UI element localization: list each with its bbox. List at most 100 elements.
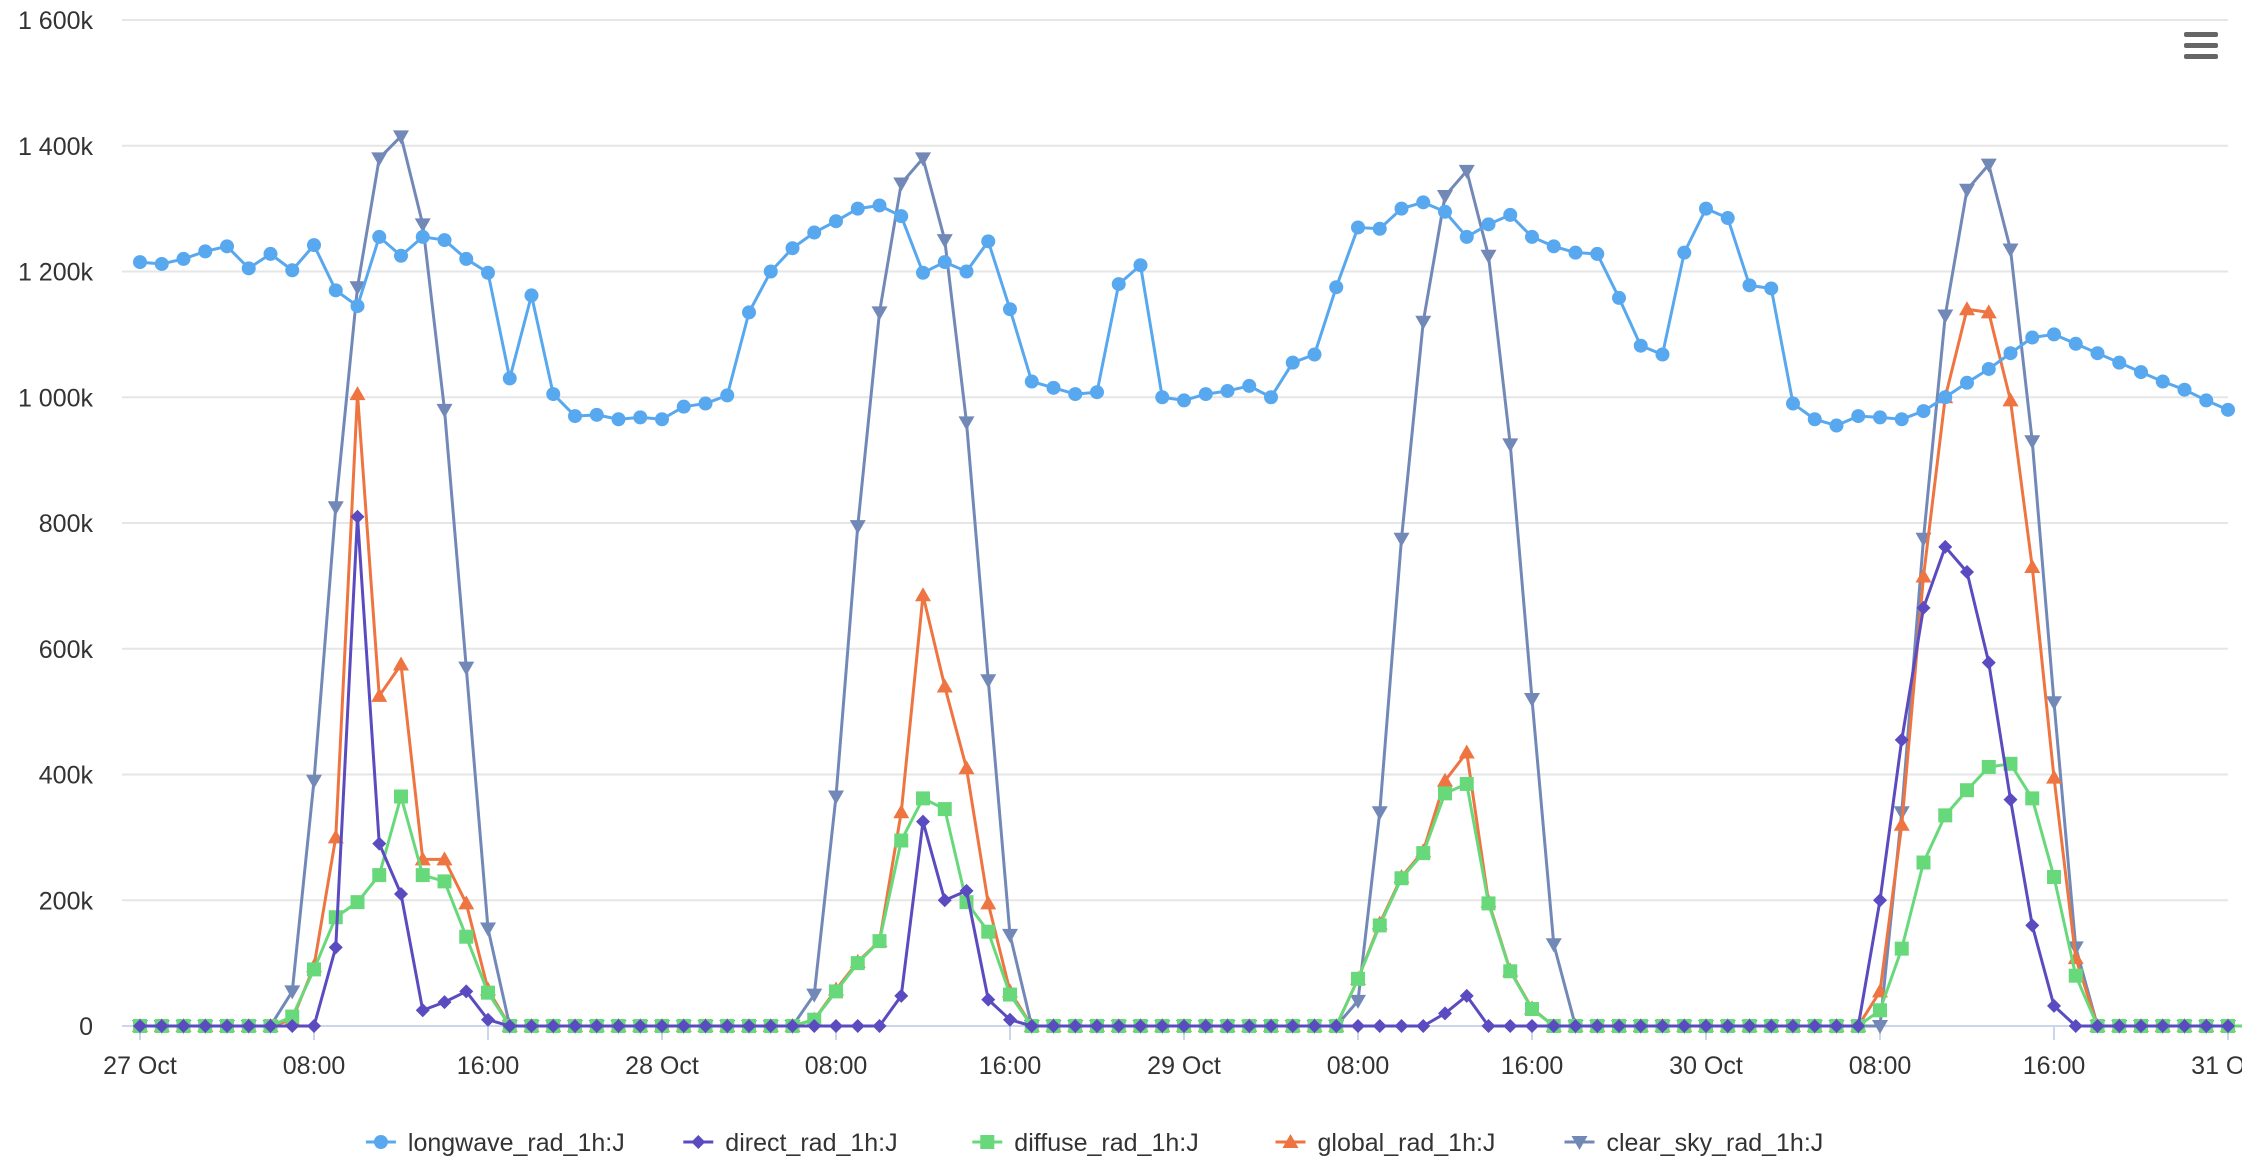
series-longwave-rad-1h-j[interactable]	[133, 195, 2235, 433]
series-line[interactable]	[138, 200, 2230, 428]
data-point	[959, 883, 974, 898]
data-point	[807, 1019, 822, 1033]
series-direct-rad-1h-j[interactable]	[133, 509, 2235, 1033]
legend-item[interactable]: diffuse_rad_1h:J	[972, 1129, 1199, 1157]
data-point	[1285, 355, 1300, 370]
data-point	[502, 1019, 517, 1033]
data-point	[1893, 816, 1910, 831]
legend-label: global_rad_1h:J	[1318, 1129, 1496, 1157]
data-point	[829, 1019, 843, 1033]
data-point	[437, 995, 452, 1010]
data-point	[1264, 1019, 1278, 1033]
data-point	[524, 288, 539, 303]
data-point	[263, 1019, 278, 1033]
chart-menu-button[interactable]	[2178, 24, 2224, 68]
data-point	[1459, 776, 1474, 791]
y-axis-labels: 0 200k 400k 600k 800k 1 000k 1 200k 1 400k 1 600…	[18, 7, 94, 1041]
data-point	[481, 985, 495, 1000]
data-point	[2221, 1019, 2235, 1033]
data-point	[220, 239, 234, 254]
data-point	[1873, 410, 1887, 425]
hamburger-icon	[2184, 32, 2218, 37]
x-tick-label: 16:00	[979, 1052, 1042, 1080]
data-point	[1938, 539, 1953, 554]
data-point	[1546, 239, 1561, 254]
data-point	[2046, 696, 2062, 711]
data-point	[372, 229, 387, 244]
x-tick-label: 08:00	[1327, 1052, 1390, 1080]
x-tick-label: 27 Oct	[103, 1052, 177, 1080]
series-line[interactable]	[138, 762, 2242, 1028]
data-point	[1350, 994, 1366, 1009]
data-point	[1177, 393, 1191, 408]
data-point	[502, 371, 517, 386]
x-tick-label: 29 Oct	[1147, 1052, 1221, 1080]
data-point	[1981, 655, 1996, 670]
legend-item[interactable]: longwave_rad_1h:J	[365, 1129, 625, 1157]
data-point	[1720, 211, 1735, 226]
y-tick-label: 600k	[39, 636, 94, 664]
data-point	[1198, 1019, 1213, 1033]
data-point	[915, 587, 931, 602]
data-point	[1480, 249, 1497, 264]
data-point	[393, 130, 409, 145]
data-point	[2003, 346, 2018, 361]
data-point	[958, 416, 975, 431]
data-point	[524, 1019, 539, 1033]
data-point	[1068, 387, 1083, 402]
data-point	[2047, 869, 2061, 884]
data-point	[285, 1019, 300, 1033]
data-point	[350, 509, 365, 524]
data-point	[241, 261, 256, 276]
data-point	[1677, 1019, 1692, 1033]
data-point	[2025, 330, 2040, 345]
data-point	[2112, 1019, 2127, 1033]
data-point	[829, 214, 843, 229]
legend-item[interactable]: clear_sky_rad_1h:J	[1564, 1129, 1824, 1157]
data-point	[2199, 393, 2214, 408]
data-point	[655, 1019, 669, 1033]
data-point	[611, 412, 626, 427]
data-point	[198, 244, 213, 259]
data-point	[1872, 983, 1888, 998]
data-point	[1437, 190, 1453, 205]
data-point	[936, 678, 953, 693]
legend-item[interactable]: global_rad_1h:J	[1275, 1129, 1496, 1157]
data-point	[436, 403, 453, 418]
y-tick-label: 1 200k	[18, 259, 94, 287]
data-point	[893, 804, 910, 819]
y-tick-label: 1 400k	[18, 133, 94, 161]
data-point	[936, 234, 953, 249]
data-point	[1416, 1019, 1431, 1033]
data-point	[371, 687, 388, 702]
data-point	[1851, 1019, 1866, 1033]
data-point	[633, 1019, 648, 1033]
hamburger-icon	[2184, 43, 2218, 48]
data-point	[1525, 1002, 1539, 1017]
data-point	[849, 520, 866, 535]
data-point	[894, 833, 909, 848]
data-point	[655, 412, 669, 427]
data-point	[394, 886, 408, 901]
data-point	[1090, 1019, 1104, 1033]
series-line[interactable]	[138, 515, 2230, 1028]
data-point	[1525, 1019, 1539, 1033]
legend: longwave_rad_1h:J direct_rad_1h:J diffuse_…	[365, 1129, 1824, 1157]
data-point	[1980, 158, 1997, 173]
data-point	[1590, 1019, 1605, 1033]
y-tick-label: 400k	[39, 762, 94, 790]
x-tick-label: 08:00	[283, 1052, 346, 1080]
series-diffuse-rad-1h-j[interactable]	[133, 756, 2242, 1033]
data-point	[720, 1019, 735, 1033]
legend-item[interactable]: direct_rad_1h:J	[683, 1129, 898, 1157]
data-point	[1415, 315, 1432, 330]
data-point	[1329, 280, 1344, 295]
data-point	[1677, 245, 1692, 260]
data-point	[1003, 987, 1017, 1002]
data-point	[872, 198, 887, 213]
data-point	[1851, 409, 1866, 424]
data-point	[2112, 355, 2127, 370]
data-point	[263, 246, 278, 261]
data-point	[1655, 1019, 1670, 1033]
